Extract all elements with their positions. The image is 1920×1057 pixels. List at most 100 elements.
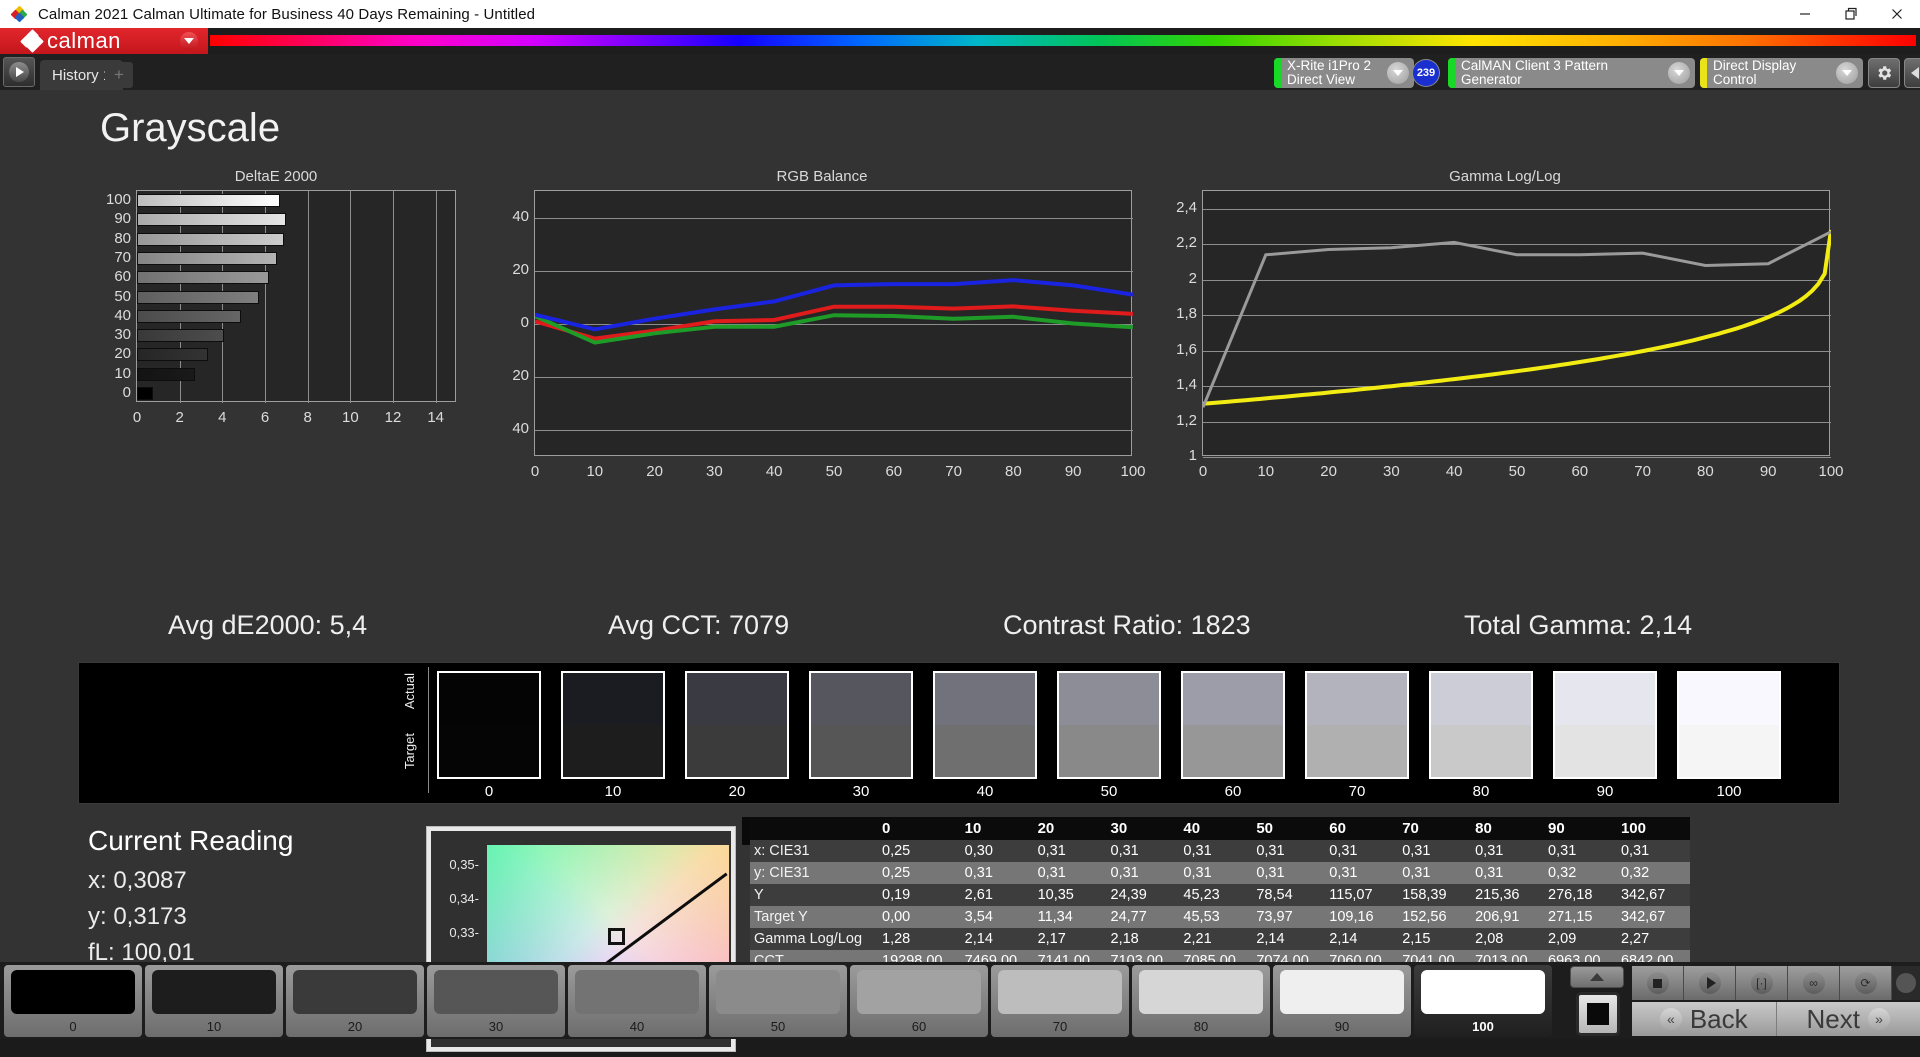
calman-brand-button[interactable]: calman: [0, 28, 208, 54]
chevron-down-icon[interactable]: [1836, 62, 1858, 84]
bottom-patch-30[interactable]: 30: [427, 965, 565, 1037]
delta-e-x-tick: 4: [208, 409, 236, 426]
page-title: Grayscale: [100, 106, 280, 151]
patch-10[interactable]: [561, 671, 665, 779]
patch-100[interactable]: [1677, 671, 1781, 779]
bottom-patch-90[interactable]: 90: [1273, 965, 1411, 1037]
rgb-y-tick: 40: [489, 208, 529, 225]
bottom-patch-swatch: [575, 970, 699, 1014]
pattern-square-icon[interactable]: [1576, 992, 1620, 1036]
rgb-y-tick: 20: [489, 261, 529, 278]
bottom-patch-10[interactable]: 10: [145, 965, 283, 1037]
patch-20[interactable]: [685, 671, 789, 779]
table-column-header: 50: [1252, 817, 1325, 840]
table-column-header: 100: [1617, 817, 1690, 840]
table-cell: 2,61: [961, 884, 1034, 906]
back-button[interactable]: « Back: [1632, 1002, 1777, 1036]
table-cell: 0,31: [961, 862, 1034, 884]
patch-70[interactable]: [1305, 671, 1409, 779]
display-status-indicator: [1700, 58, 1707, 88]
add-tab-button[interactable]: +: [105, 62, 133, 88]
table-cell: 2,14: [961, 928, 1034, 950]
bottom-patch-50[interactable]: 50: [709, 965, 847, 1037]
bottom-patch-label: 0: [4, 1019, 142, 1034]
delta-e-x-tick: 12: [379, 409, 407, 426]
patch-50[interactable]: [1057, 671, 1161, 779]
patch-40[interactable]: [933, 671, 1037, 779]
history-play-button[interactable]: [3, 57, 35, 87]
gamma-y-tick: 1,6: [1157, 341, 1197, 358]
gear-icon[interactable]: [1868, 58, 1900, 88]
continuous-icon[interactable]: ∞: [1788, 966, 1840, 1000]
bottom-patch-label: 40: [568, 1019, 706, 1034]
delta-e-x-tick: 14: [422, 409, 450, 426]
gamma-x-tick: 50: [1499, 463, 1535, 480]
measure-icon[interactable]: [·]: [1736, 966, 1788, 1000]
patch-30[interactable]: [809, 671, 913, 779]
minimize-icon[interactable]: [1782, 0, 1828, 28]
device-toolbar: History 1 + X-Rite i1Pro 2 Direct View 2…: [0, 54, 1920, 90]
next-button[interactable]: Next »: [1777, 1002, 1920, 1036]
delta-e-x-tick: 2: [166, 409, 194, 426]
bottom-patch-0[interactable]: 0: [4, 965, 142, 1037]
chevron-down-icon[interactable]: [180, 32, 198, 50]
patch-60[interactable]: [1181, 671, 1285, 779]
rgb-x-tick: 40: [756, 463, 792, 480]
refresh-icon[interactable]: ⟳: [1840, 966, 1892, 1000]
patch-label: 70: [1305, 783, 1409, 800]
source-status-indicator: [1448, 58, 1455, 88]
app-logo-icon: [6, 7, 32, 21]
gridline-x-14: [436, 191, 437, 403]
chevron-down-icon[interactable]: [1387, 62, 1409, 84]
bottom-patch-20[interactable]: 20: [286, 965, 424, 1037]
patch-target-swatch: [563, 725, 663, 777]
gridline-x-12: [393, 191, 394, 403]
meter-mode: Direct View: [1287, 73, 1387, 87]
bottom-patch-40[interactable]: 40: [568, 965, 706, 1037]
table-cell: 0,31: [1398, 862, 1471, 884]
bottom-patch-60[interactable]: 60: [850, 965, 988, 1037]
rgb-y-tick: 0: [489, 314, 529, 331]
window-title-bar: Calman 2021 Calman Ultimate for Business…: [0, 0, 1920, 28]
delta-e-y-tick: 30: [97, 326, 131, 343]
display-control-selector[interactable]: Direct Display Control: [1700, 58, 1863, 88]
chevron-right-icon: »: [1868, 1008, 1890, 1030]
table-cell: 276,18: [1544, 884, 1617, 906]
stop-icon[interactable]: [1632, 966, 1684, 1000]
delta-e-y-tick: 10: [97, 365, 131, 382]
gamma-series: [1203, 191, 1831, 457]
bottom-patch-label: 100: [1414, 1019, 1552, 1034]
summary-metric-1: Avg CCT: 7079: [608, 610, 789, 641]
bottom-patch-80[interactable]: 80: [1132, 965, 1270, 1037]
restore-icon[interactable]: [1828, 0, 1874, 28]
delta-e-y-tick: 80: [97, 230, 131, 247]
rgb-y-tick: 20: [489, 367, 529, 384]
patch-80[interactable]: [1429, 671, 1533, 779]
patch-actual-swatch: [1555, 673, 1655, 725]
close-icon[interactable]: [1874, 0, 1920, 28]
play-icon[interactable]: [1684, 966, 1736, 1000]
table-column-header: 30: [1107, 817, 1180, 840]
table-cell: 0,31: [1325, 840, 1398, 862]
meter-name: X-Rite i1Pro 2: [1287, 59, 1387, 73]
table-cell: 152,56: [1398, 906, 1471, 928]
chevron-down-icon[interactable]: [1668, 62, 1690, 84]
table-column-header: 10: [961, 817, 1034, 840]
meter-selector[interactable]: X-Rite i1Pro 2 Direct View: [1274, 58, 1414, 88]
table-cell: 0,31: [1544, 840, 1617, 862]
bottom-patch-swatch: [1421, 970, 1545, 1014]
bottom-patch-100[interactable]: 100: [1414, 965, 1552, 1037]
patch-actual-swatch: [687, 673, 787, 725]
pattern-source-selector[interactable]: CalMAN Client 3 Pattern Generator: [1448, 58, 1695, 88]
table-column-header: [750, 817, 878, 840]
gamma-y-tick: 1,2: [1157, 412, 1197, 429]
table-cell: 0,31: [1179, 862, 1252, 884]
patch-0[interactable]: [437, 671, 541, 779]
patch-90[interactable]: [1553, 671, 1657, 779]
triangle-up-icon[interactable]: [1570, 966, 1624, 988]
delta-e-bar: [137, 329, 224, 342]
bottom-patch-70[interactable]: 70: [991, 965, 1129, 1037]
chevron-left-icon[interactable]: [1904, 58, 1920, 88]
